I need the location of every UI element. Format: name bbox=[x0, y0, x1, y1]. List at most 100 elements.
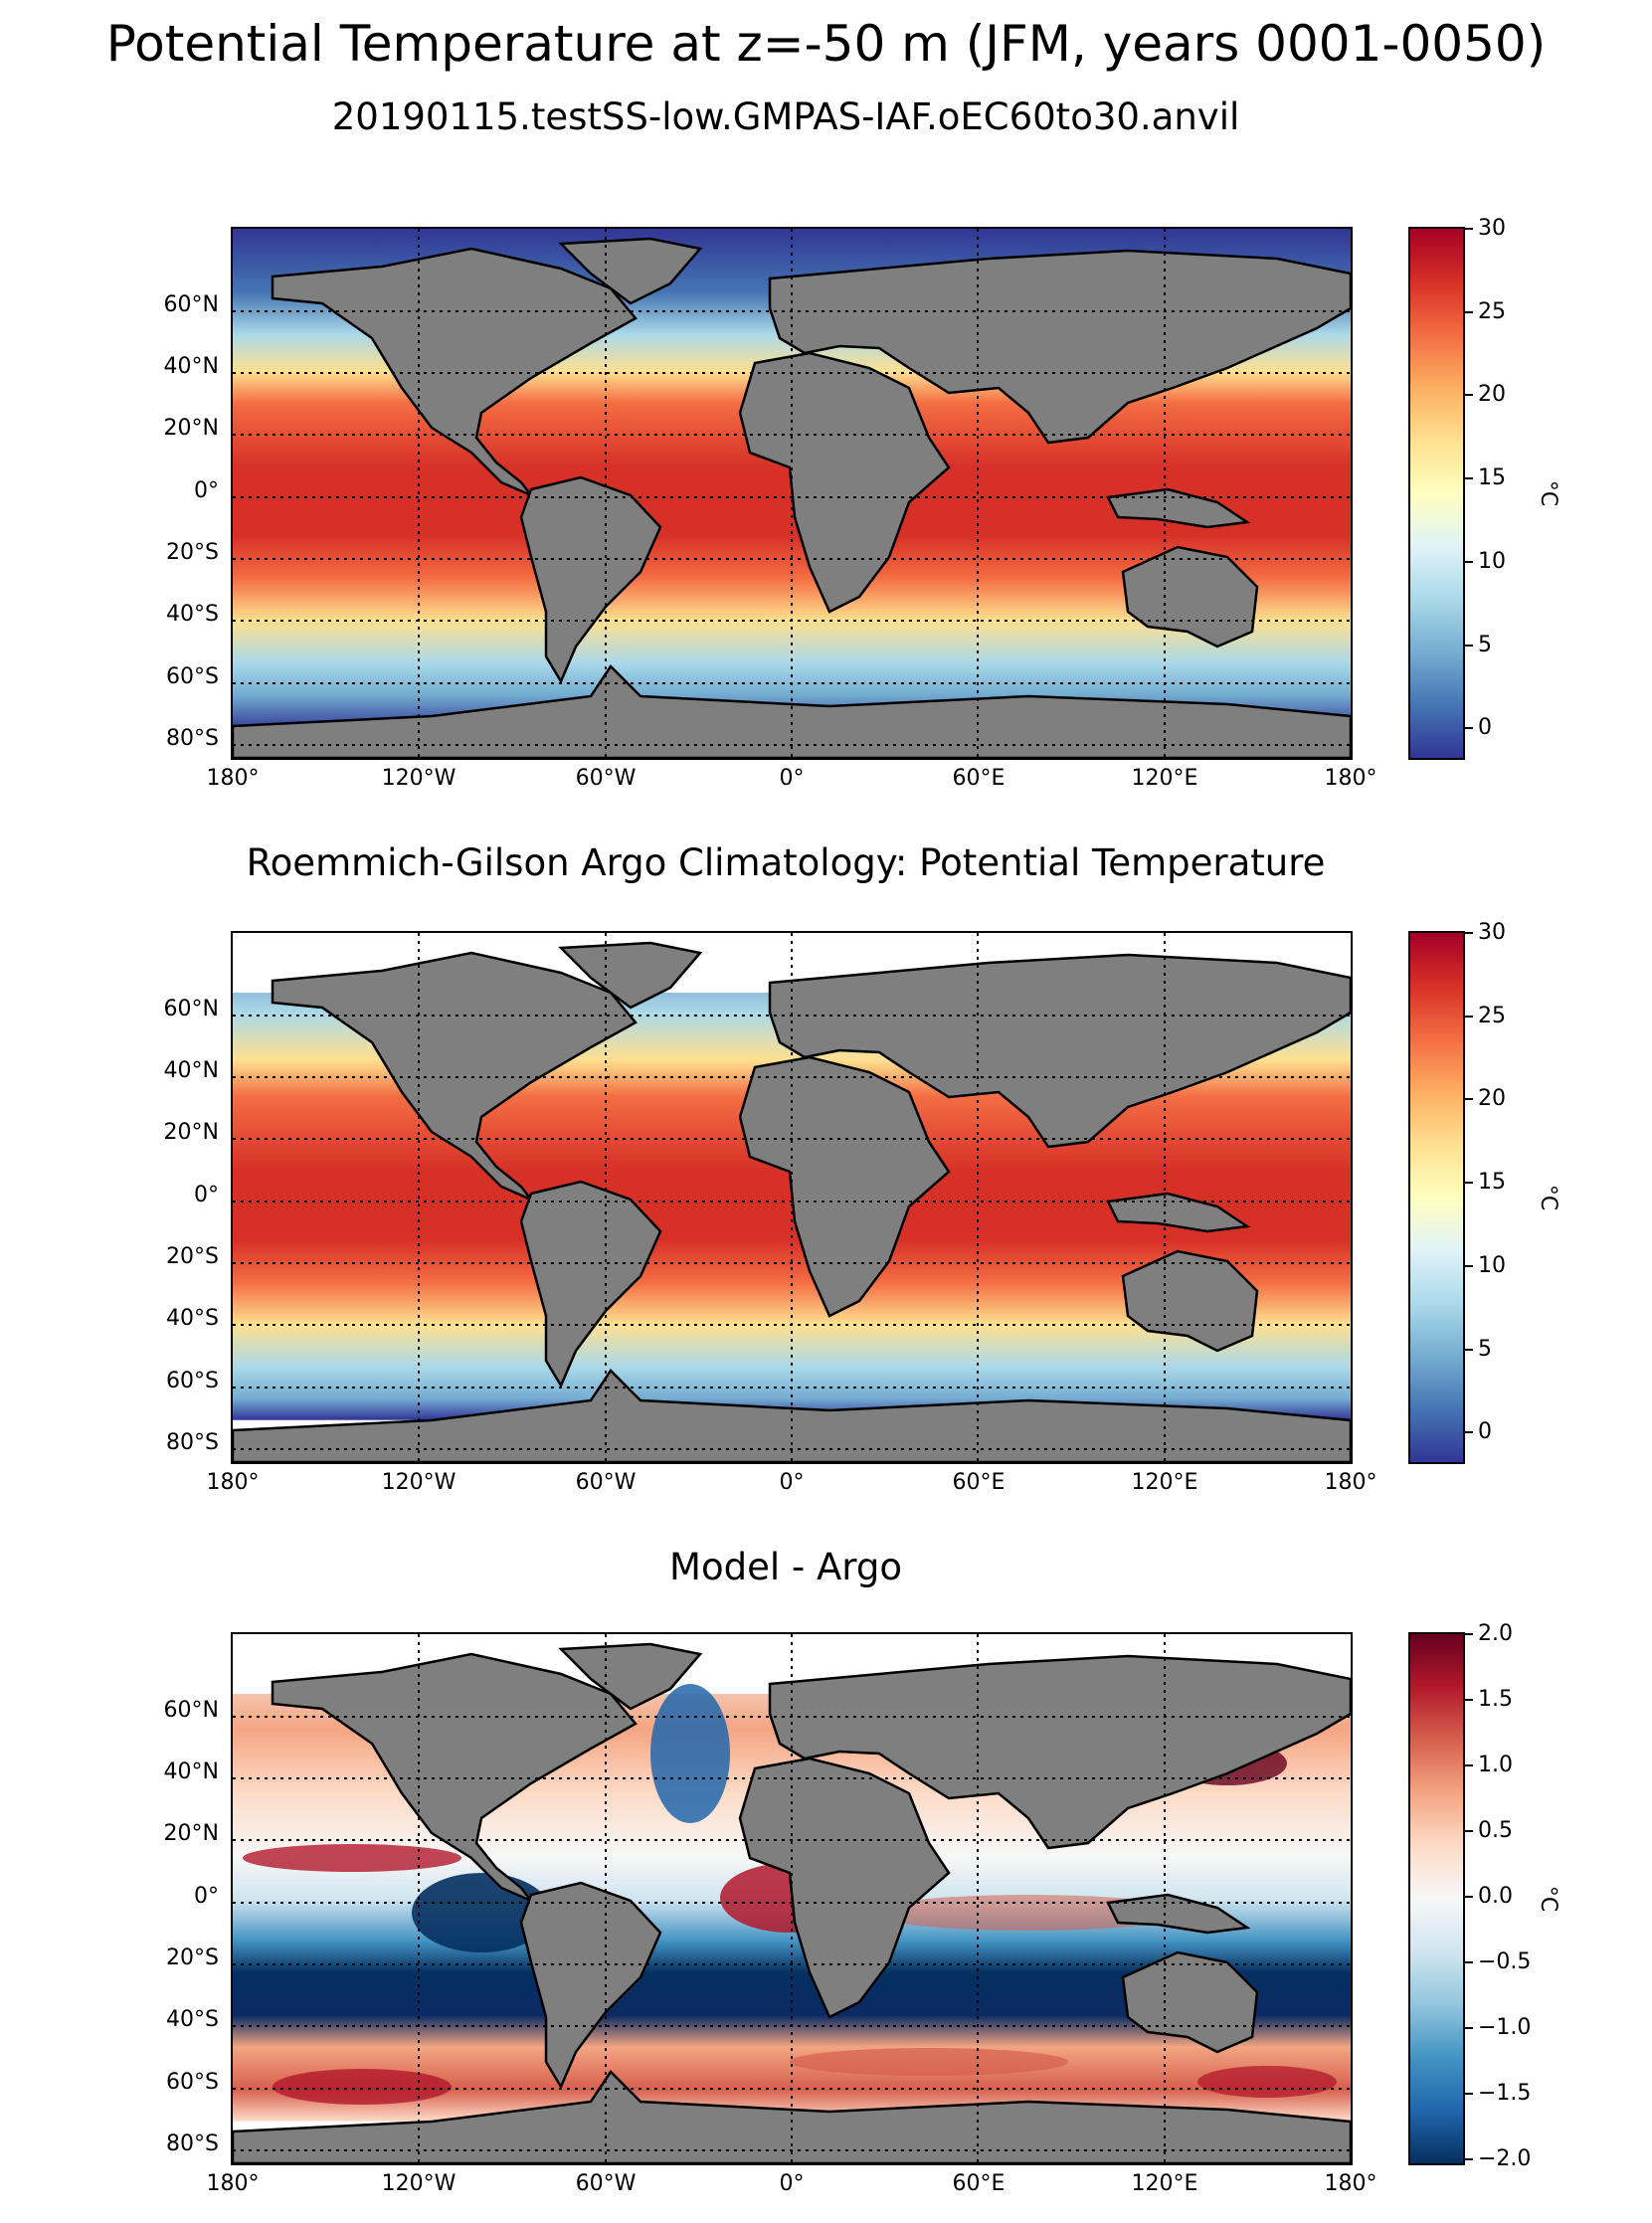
lon-tick: 180° bbox=[1324, 2171, 1377, 2196]
colorbar-tick bbox=[1465, 932, 1473, 934]
africa bbox=[738, 351, 951, 614]
colorbar-label: 1.0 bbox=[1478, 1753, 1513, 1777]
lon-tick: 60°W bbox=[575, 1470, 637, 1495]
africa bbox=[738, 1757, 951, 2019]
maritime-continent bbox=[1106, 487, 1251, 529]
colorbar-tick bbox=[1465, 228, 1473, 230]
colorbar-label: −1.0 bbox=[1478, 2015, 1532, 2040]
africa bbox=[738, 1055, 951, 1318]
colorbar-label: 20 bbox=[1478, 1086, 1506, 1111]
colorbar-label: 0 bbox=[1478, 1419, 1492, 1444]
lat-tick: 0° bbox=[194, 1884, 219, 1909]
greenland bbox=[558, 1642, 703, 1711]
colorbar-label: 10 bbox=[1478, 549, 1506, 574]
colorbar-tick bbox=[1465, 2027, 1473, 2029]
lon-tick: 180° bbox=[206, 2171, 260, 2196]
colorbar-label: 15 bbox=[1478, 465, 1506, 490]
lat-tick: 20°N bbox=[163, 1821, 219, 1846]
colorbar-tick bbox=[1465, 1431, 1473, 1433]
colorbar-tick bbox=[1465, 645, 1473, 647]
lat-tick: 20°S bbox=[166, 540, 219, 565]
panel-title: Roemmich-Gilson Argo Climatology: Potent… bbox=[246, 841, 1326, 884]
lat-tick: 0° bbox=[194, 1183, 219, 1207]
south-america bbox=[519, 1881, 662, 2090]
lat-tick: 40°N bbox=[163, 1058, 219, 1083]
colorbar-tick bbox=[1465, 1830, 1473, 1832]
colorbar-tick bbox=[1465, 727, 1473, 729]
lat-tick: 60°N bbox=[163, 1698, 219, 1723]
colorbar bbox=[1408, 227, 1465, 760]
lon-tick: 180° bbox=[206, 766, 260, 791]
lat-tick: 40°S bbox=[166, 2007, 219, 2032]
colorbar-label: −2.0 bbox=[1478, 2146, 1532, 2171]
colorbar-label: 25 bbox=[1478, 1004, 1506, 1028]
lat-tick: 60°N bbox=[163, 292, 219, 317]
colorbar-tick bbox=[1465, 1182, 1473, 1184]
colorbar-label: −0.5 bbox=[1478, 1949, 1532, 1974]
colorbar-tick bbox=[1465, 1349, 1473, 1351]
lon-tick: 60°E bbox=[952, 766, 1006, 791]
colorbar-tick bbox=[1465, 394, 1473, 396]
lon-tick: 60°E bbox=[952, 2171, 1006, 2196]
colorbar-label: 5 bbox=[1478, 1337, 1492, 1362]
lon-tick: 120°E bbox=[1131, 2171, 1198, 2196]
eurasia bbox=[768, 1654, 1351, 1850]
lon-tick: 120°W bbox=[381, 1470, 457, 1495]
lat-tick: 60°S bbox=[166, 1369, 219, 1393]
lat-tick: 20°S bbox=[166, 1244, 219, 1269]
lon-tick: 60°W bbox=[575, 766, 637, 791]
lon-tick: 60°W bbox=[575, 2171, 637, 2196]
colorbar-tick bbox=[1465, 477, 1473, 479]
colorbar-tick bbox=[1465, 2093, 1473, 2095]
colorbar-label: 0 bbox=[1478, 715, 1492, 740]
colorbar-label: 30 bbox=[1478, 920, 1506, 945]
lat-tick: 40°S bbox=[166, 1306, 219, 1331]
land-masks bbox=[233, 1642, 1351, 2163]
map-difference bbox=[231, 1632, 1353, 2165]
south-america bbox=[519, 475, 662, 684]
colorbar-label: −1.5 bbox=[1478, 2081, 1532, 2106]
antarctica bbox=[233, 2070, 1351, 2163]
colorbar-unit: °C bbox=[1536, 1184, 1560, 1211]
colorbar-label: 10 bbox=[1478, 1253, 1506, 1278]
colorbar-label: 30 bbox=[1478, 216, 1506, 241]
map-argo bbox=[231, 931, 1353, 1464]
colorbar-tick bbox=[1465, 1764, 1473, 1766]
lat-tick: 40°N bbox=[163, 1760, 219, 1784]
antarctica bbox=[233, 1369, 1351, 1462]
eurasia bbox=[768, 953, 1351, 1149]
map-model bbox=[231, 227, 1353, 760]
colorbar-label: 5 bbox=[1478, 633, 1492, 657]
lon-tick: 0° bbox=[779, 1470, 805, 1495]
colorbar-label: 2.0 bbox=[1478, 1621, 1513, 1646]
greenland bbox=[558, 237, 703, 305]
colorbar-label: 15 bbox=[1478, 1170, 1506, 1195]
colorbar-tick bbox=[1465, 561, 1473, 563]
colorbar-tick bbox=[1465, 1699, 1473, 1701]
lat-tick: 60°S bbox=[166, 2070, 219, 2095]
colorbar-label: 25 bbox=[1478, 299, 1506, 324]
panel-title: 20190115.testSS-low.GMPAS-IAF.oEC60to30.… bbox=[331, 95, 1240, 138]
eurasia bbox=[768, 249, 1351, 445]
colorbar-label: 20 bbox=[1478, 382, 1506, 407]
lon-tick: 60°E bbox=[952, 1470, 1006, 1495]
colorbar-label: 1.5 bbox=[1478, 1687, 1513, 1712]
lon-tick: 0° bbox=[779, 766, 805, 791]
lat-tick: 60°S bbox=[166, 664, 219, 689]
colorbar-tick bbox=[1465, 311, 1473, 313]
colorbar-tick bbox=[1465, 1016, 1473, 1018]
figure-title: Potential Temperature at z=-50 m (JFM, y… bbox=[105, 15, 1547, 73]
colorbar-unit: °C bbox=[1536, 1885, 1560, 1913]
colorbar bbox=[1408, 931, 1465, 1464]
colorbar-tick bbox=[1465, 1098, 1473, 1100]
colorbar-unit: °C bbox=[1536, 479, 1560, 507]
lon-tick: 120°E bbox=[1131, 766, 1198, 791]
lon-tick: 180° bbox=[1324, 1470, 1377, 1495]
colorbar-tick bbox=[1465, 2158, 1473, 2160]
colorbar-tick bbox=[1465, 1633, 1473, 1635]
lon-tick: 120°E bbox=[1131, 1470, 1198, 1495]
lat-tick: 20°N bbox=[163, 416, 219, 441]
colorbar-label: 0.0 bbox=[1478, 1884, 1513, 1909]
lon-tick: 180° bbox=[206, 1470, 260, 1495]
lat-tick: 80°S bbox=[166, 726, 219, 751]
